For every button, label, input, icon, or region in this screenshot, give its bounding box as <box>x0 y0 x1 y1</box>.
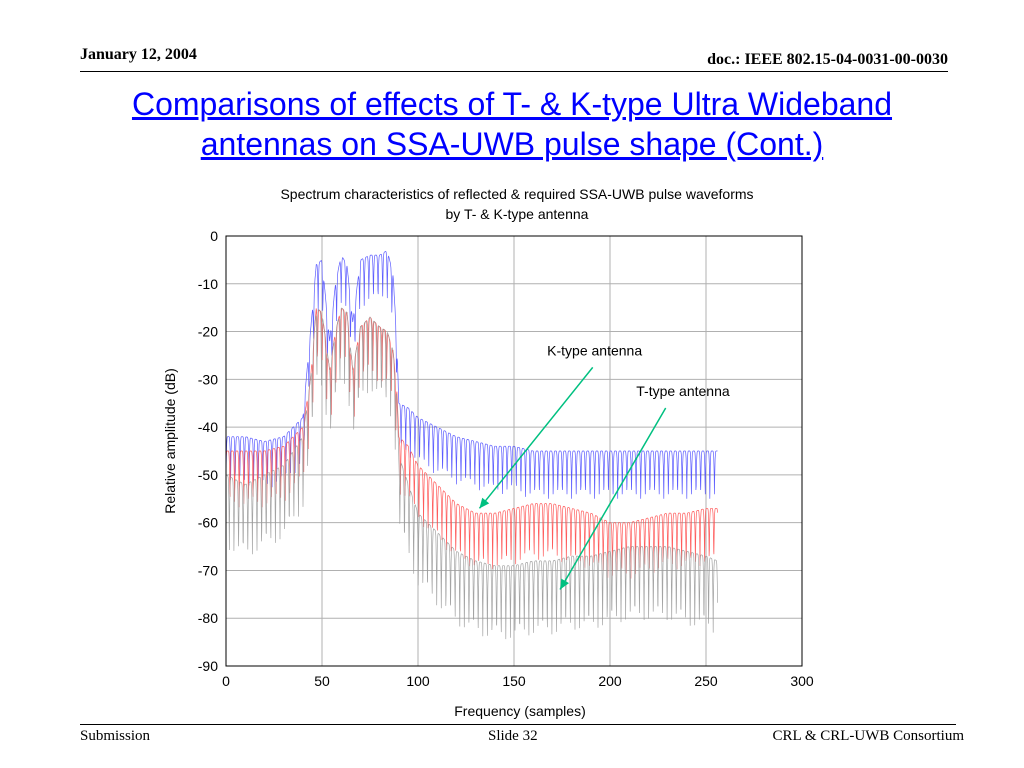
annotation-arrow-head <box>560 578 570 590</box>
x-tick-label: 0 <box>222 673 230 689</box>
x-tick-label: 50 <box>314 673 330 689</box>
y-tick-label: 0 <box>210 228 218 244</box>
series-line-3 <box>225 307 718 640</box>
y-tick-label: -90 <box>198 658 218 674</box>
x-tick-label: 100 <box>406 673 430 689</box>
footer-slide-number: Slide 32 <box>488 728 538 744</box>
chart-series-group <box>225 251 718 640</box>
y-tick-label: -80 <box>198 610 218 626</box>
slide-title-line1: Comparisons of effects of T- & K-type Ul… <box>131 86 893 122</box>
plot-frame <box>225 235 803 667</box>
y-tick-label: -30 <box>198 371 218 387</box>
y-tick-label: -20 <box>198 324 218 340</box>
chart-title-line1: Spectrum characteristics of reflected & … <box>280 186 753 202</box>
x-tick-label: 300 <box>790 673 814 689</box>
x-tick-label: 150 <box>502 673 526 689</box>
chart-annotations: K-type antenna T-type antenna <box>478 342 730 590</box>
footer-submission: Submission <box>80 728 151 744</box>
series-line-1 <box>225 251 718 499</box>
annotation-arrow-line <box>559 407 667 590</box>
header-date: January 12, 2004 <box>80 46 197 63</box>
annotation-label: T-type antenna <box>636 383 730 399</box>
y-tick-label: -60 <box>198 515 218 531</box>
slide-title: Comparisons of effects of T- & K-type Ul… <box>60 84 964 164</box>
footer-divider <box>80 724 956 725</box>
annotation-label: K-type antenna <box>547 342 642 358</box>
y-tick-label: -50 <box>198 467 218 483</box>
y-tick-label: -40 <box>198 419 218 435</box>
annotation-arrow-head <box>479 497 490 509</box>
x-tick-label: 250 <box>694 673 718 689</box>
chart-title-line2: by T- & K-type antenna <box>446 206 589 222</box>
annotation-arrow-line <box>478 366 594 509</box>
x-tick-label: 200 <box>598 673 622 689</box>
slide-title-line2: antennas on SSA-UWB pulse shape (Cont.) <box>200 126 824 162</box>
chart-grid <box>226 236 802 666</box>
y-axis-label: Relative amplitude (dB) <box>162 368 178 514</box>
header-divider <box>80 71 948 72</box>
y-tick-label: -10 <box>198 276 218 292</box>
x-axis-label: Frequency (samples) <box>454 703 586 719</box>
y-tick-label: -70 <box>198 562 218 578</box>
header-doc-id: doc.: IEEE 802.15-04-0031-00-0030 <box>707 51 948 68</box>
footer-organization: CRL & CRL-UWB Consortium <box>772 728 964 744</box>
chart-ticks: 0 50 100 150 200 250 300 0 -10 -20 -30 -40 -50 -60 -70… <box>198 228 814 689</box>
